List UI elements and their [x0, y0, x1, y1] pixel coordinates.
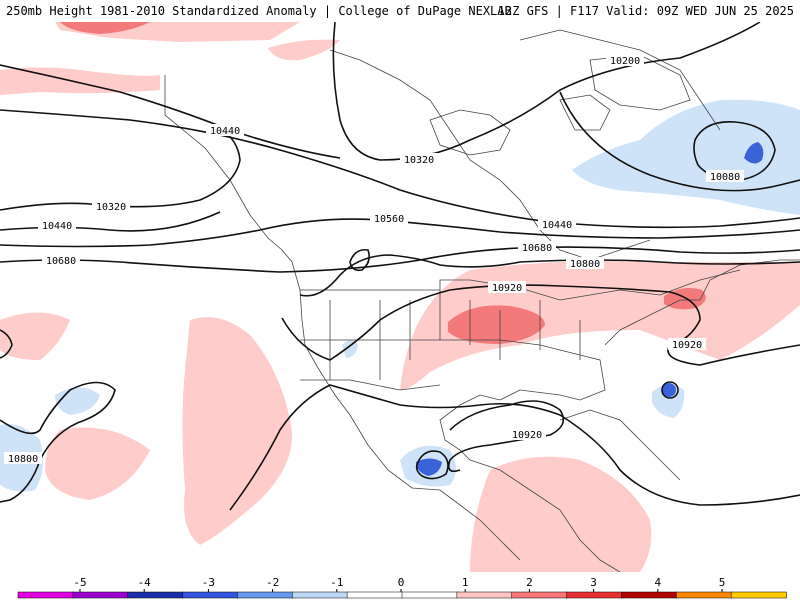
- colorbar-tick-label: 3: [590, 576, 597, 589]
- colorbar-cell: [730, 591, 787, 599]
- contour-label-10320-b: 10320: [96, 202, 126, 213]
- contour-10320-south: [0, 127, 241, 211]
- contour-label-10440-a: 10440: [210, 126, 240, 137]
- colorbar-cell: [511, 591, 568, 599]
- height-contours: [0, 22, 800, 511]
- contour-label-10440-b: 10440: [42, 221, 72, 232]
- colorbar-cell: [292, 591, 348, 599]
- contour-label-10680-b: 10680: [46, 256, 76, 267]
- contour-label-10920-c: 10920: [512, 430, 542, 441]
- contour-label-10080: 10080: [710, 172, 740, 183]
- colorbar-cell: [346, 591, 403, 599]
- colorbar-tick-label: 5: [719, 576, 726, 589]
- contour-label-10560: 10560: [374, 214, 404, 225]
- colorbar-cell: [17, 591, 74, 599]
- colorbar-cell: [676, 591, 732, 599]
- contour-10200: [332, 22, 761, 161]
- contour-label-10680-a: 10680: [522, 243, 552, 254]
- coastlines: [164, 29, 800, 572]
- contour-small-closed-atlantic: [661, 381, 679, 399]
- contour-10800-west-closed: [0, 329, 13, 359]
- contour-label-10320-a: 10320: [404, 155, 434, 166]
- colorbar-tick-label: 2: [526, 576, 533, 589]
- contour-labels: 10200 10440 10320 10320 10440 10560 1044…: [4, 54, 744, 465]
- colorbar-cell: [621, 591, 678, 599]
- contour-label-10920-b: 10920: [672, 340, 702, 351]
- map-canvas: 10200 10440 10320 10320 10440 10560 1044…: [0, 22, 800, 572]
- colorbar-cell: [566, 591, 623, 599]
- contour-10080: [693, 121, 776, 181]
- contour-small-closed-mexico: [415, 450, 449, 480]
- contour-10920-gulf: [447, 400, 565, 473]
- anomaly-colorbar: -5 -4 -3 -2 -1 0 1 2 3 4 5: [0, 572, 800, 600]
- colorbar-cell: [72, 591, 129, 599]
- contour-10320-west: [0, 64, 341, 159]
- colorbar-cell: [182, 591, 239, 599]
- contour-10920: [281, 284, 800, 366]
- contour-10320-ridge: [349, 248, 370, 272]
- contour-10920-south: [229, 384, 800, 511]
- colorbar-ticks: -5 -4 -3 -2 -1 0 1 2 3 4 5: [73, 576, 725, 592]
- positive-anomaly-shading: [0, 22, 800, 572]
- colorbar-tick-label: 0: [398, 576, 405, 589]
- colorbar-tick-label: 1: [462, 576, 469, 589]
- header: 250mb Height 1981-2010 Standardized Anom…: [0, 0, 800, 22]
- contour-label-10200: 10200: [610, 56, 640, 67]
- colorbar-tick-label: -5: [73, 576, 86, 589]
- negative-anomaly-shading: [0, 99, 800, 492]
- colorbar-tick-label: -3: [202, 576, 215, 589]
- colorbar-cell: [127, 591, 184, 599]
- model-valid-time: 12Z GFS | F117 Valid: 09Z WED JUN 25 202…: [497, 4, 794, 18]
- map-title: 250mb Height 1981-2010 Standardized Anom…: [6, 4, 512, 18]
- colorbar-tick-label: 4: [654, 576, 661, 589]
- contour-label-10920-a: 10920: [492, 283, 522, 294]
- contour-label-10800-a: 10800: [570, 259, 600, 270]
- colorbar-svg: -5 -4 -3 -2 -1 0 1 2 3 4 5: [17, 576, 787, 599]
- contour-10440-west: [0, 211, 221, 232]
- contour-label-10800-b: 10800: [8, 454, 38, 465]
- contour-10800-north: [299, 254, 800, 297]
- colorbar-cell: [401, 591, 458, 599]
- colorbar-tick-label: -4: [138, 576, 152, 589]
- colorbar-tick-label: -2: [266, 576, 279, 589]
- contour-label-10440-c: 10440: [542, 220, 572, 231]
- contour-10440-north: [0, 109, 800, 229]
- contour-10320-east: [559, 91, 800, 192]
- colorbar-cell: [456, 591, 513, 599]
- colorbar-tick-label: -1: [330, 576, 343, 589]
- colorbar-cell: [237, 591, 294, 599]
- colorbar-cells: [17, 591, 787, 599]
